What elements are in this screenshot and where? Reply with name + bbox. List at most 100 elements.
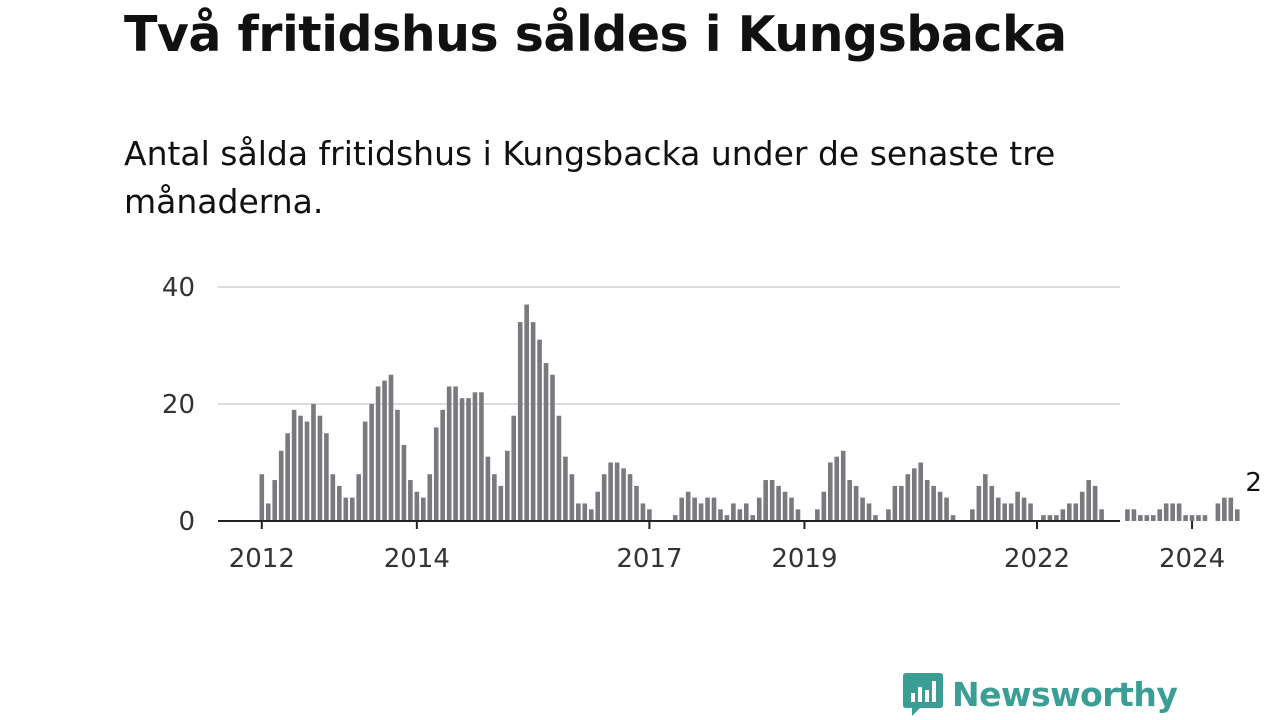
bar	[362, 421, 368, 521]
bar	[1131, 509, 1137, 521]
bar	[782, 491, 788, 521]
x-tick-label: 2022	[1004, 544, 1070, 574]
bar	[537, 339, 542, 521]
bar	[647, 509, 652, 521]
tick-labels: 0 20 40 2012 2014 2017 2019 2022 2024 2	[162, 273, 1262, 574]
bar	[789, 497, 794, 521]
bar	[821, 491, 827, 521]
bar	[1144, 515, 1150, 521]
bar	[349, 497, 355, 521]
chart-subtitle: Antal sålda fritidshus i Kungsbacka unde…	[124, 134, 1056, 221]
bar	[265, 503, 271, 521]
x-tick-label: 2017	[616, 544, 682, 574]
chart-title: Två fritidshus såldes i Kungsbacka	[124, 6, 1067, 63]
bar	[899, 485, 904, 521]
bar	[1021, 497, 1027, 521]
bar	[601, 474, 607, 521]
bar	[588, 509, 594, 521]
bar	[1041, 515, 1046, 521]
bar	[421, 497, 426, 521]
bar	[1125, 509, 1130, 521]
bar	[485, 456, 491, 521]
axes	[218, 520, 1194, 529]
bar	[576, 503, 581, 521]
bar	[304, 421, 310, 521]
bar	[621, 468, 626, 521]
bar	[698, 503, 704, 521]
bar	[1196, 515, 1201, 521]
bar	[1170, 503, 1175, 521]
bar	[840, 450, 846, 521]
bar	[395, 409, 400, 521]
bar	[860, 497, 865, 521]
bar	[511, 415, 517, 521]
bar	[769, 480, 775, 521]
bar	[614, 462, 620, 521]
bar	[582, 503, 588, 521]
bar	[278, 450, 284, 521]
bar	[517, 322, 523, 521]
bar	[492, 474, 497, 521]
bar	[1099, 509, 1104, 521]
bar	[595, 491, 601, 521]
bar	[1138, 515, 1143, 521]
bar	[1183, 515, 1188, 521]
x-tick-label: 2024	[1159, 544, 1225, 574]
bar	[1067, 503, 1072, 521]
newsworthy-logo: Newsworthy	[902, 670, 1178, 718]
bar	[1047, 515, 1053, 521]
bar	[446, 386, 452, 521]
bar	[763, 480, 768, 521]
bar	[440, 409, 445, 521]
bar	[330, 474, 336, 521]
bar	[343, 497, 349, 521]
bar	[524, 304, 529, 521]
bar	[563, 456, 568, 521]
bar	[291, 409, 297, 521]
bar	[905, 474, 911, 521]
x-tick-label: 2012	[229, 544, 295, 574]
bar	[453, 386, 458, 521]
bar	[1234, 509, 1240, 521]
highlight-value-label: 2	[1245, 468, 1262, 498]
bar	[776, 485, 781, 521]
bar	[834, 456, 840, 521]
bar	[317, 415, 323, 521]
bar	[866, 503, 872, 521]
bar	[259, 474, 265, 521]
bar	[1054, 515, 1059, 521]
bar	[924, 480, 930, 521]
bar	[718, 509, 723, 521]
newsworthy-logo-icon	[903, 673, 943, 716]
bar	[272, 480, 278, 521]
bar	[795, 509, 801, 521]
bar	[608, 462, 613, 521]
bar	[356, 474, 361, 521]
bar	[498, 485, 504, 521]
bar	[937, 491, 943, 521]
bar	[401, 444, 407, 521]
grid-lines	[218, 286, 1120, 405]
y-tick-label: 20	[162, 390, 195, 420]
bar	[983, 474, 988, 521]
bar	[944, 497, 949, 521]
bar	[459, 398, 465, 521]
bar	[1002, 503, 1007, 521]
bar	[472, 392, 478, 521]
bar	[414, 491, 420, 521]
bar	[873, 515, 878, 521]
bar	[711, 497, 717, 521]
bar	[1015, 491, 1020, 521]
bar	[1189, 515, 1195, 521]
bar	[827, 462, 833, 521]
bar	[995, 497, 1001, 521]
bar	[369, 404, 374, 521]
bar	[627, 474, 633, 521]
bar-series	[259, 304, 1240, 521]
bar	[731, 503, 736, 521]
bar	[543, 363, 549, 521]
bar	[705, 497, 710, 521]
bar	[847, 480, 852, 521]
x-tick-label: 2014	[384, 544, 450, 574]
bar	[911, 468, 917, 521]
